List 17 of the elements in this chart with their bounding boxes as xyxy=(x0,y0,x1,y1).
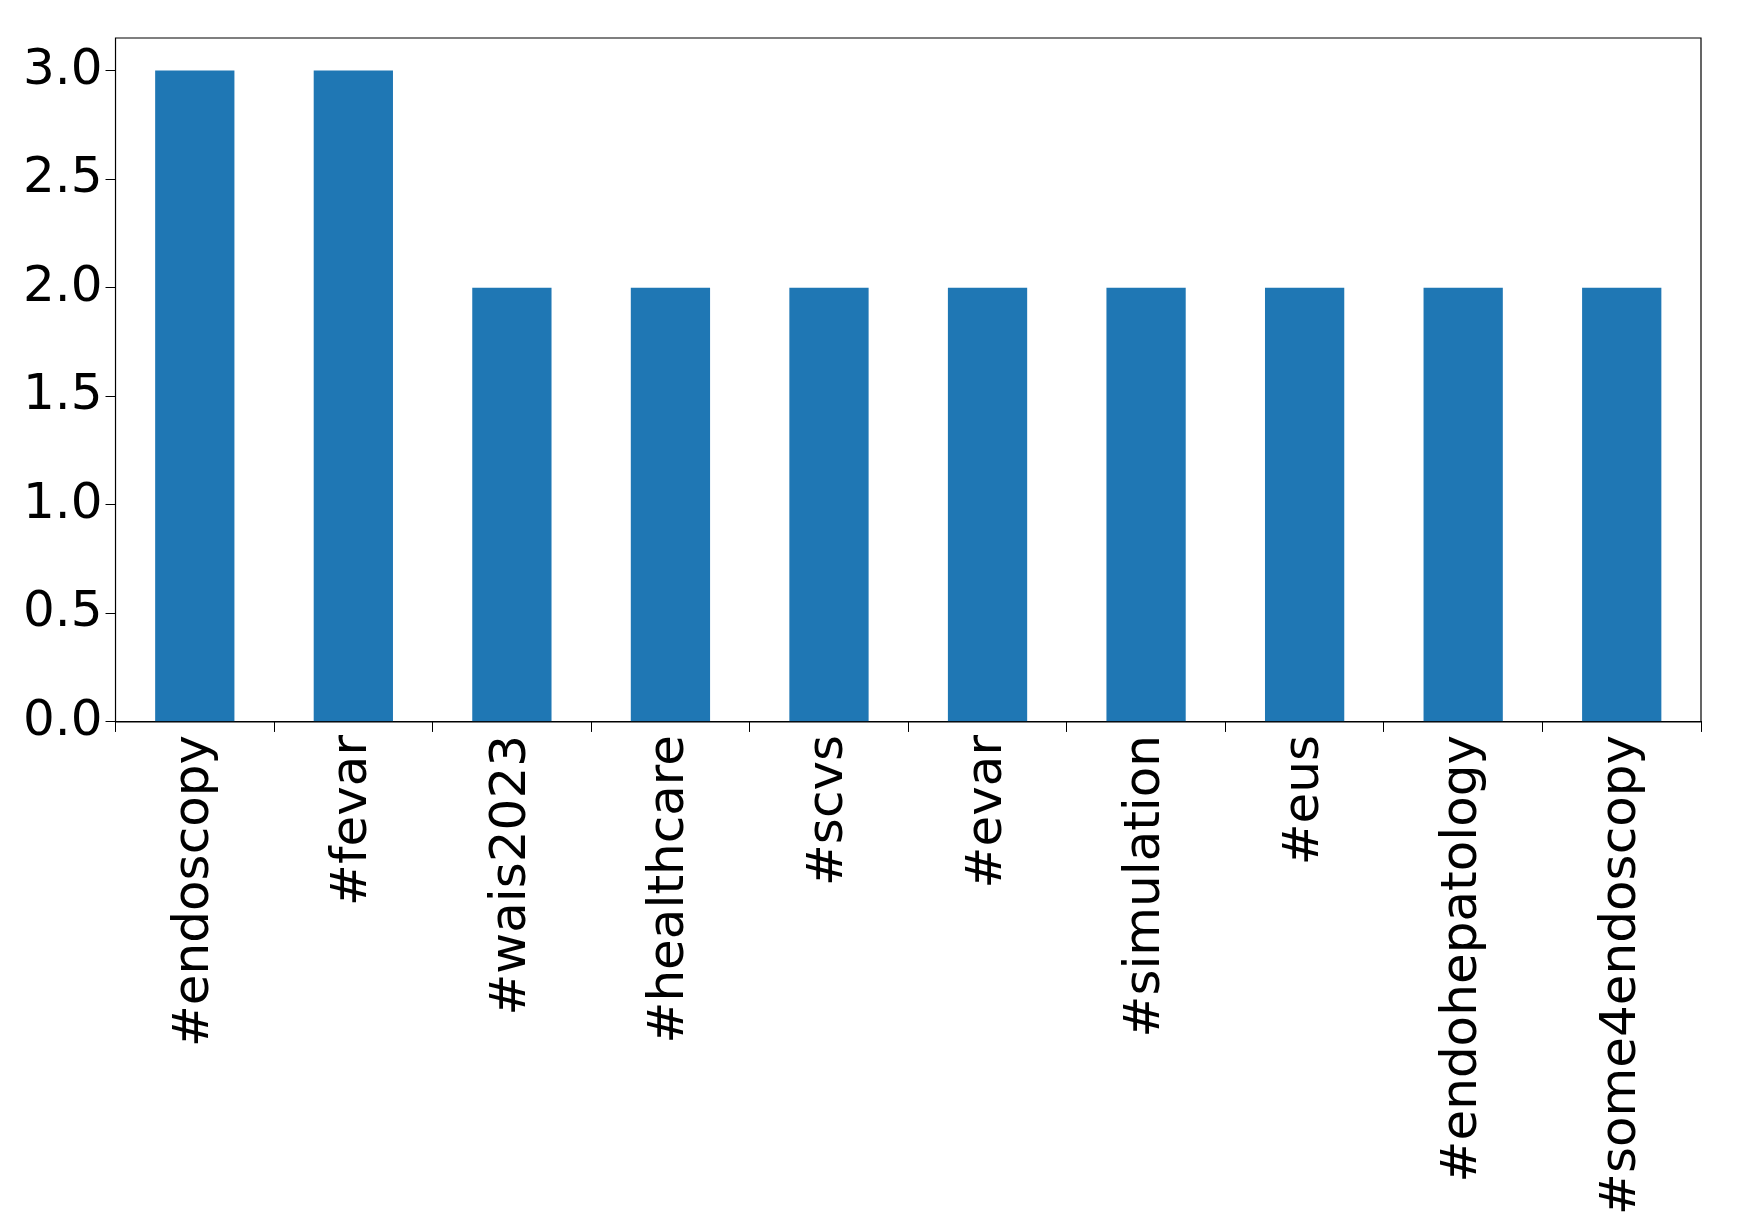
y-tick-label: 0.5 xyxy=(22,580,103,639)
x-tick-label: #endoscopy xyxy=(161,734,220,1048)
x-tick-label: #healthcare xyxy=(637,734,696,1044)
y-tick-label: 3.0 xyxy=(22,37,103,96)
x-tick-label: #wais2023 xyxy=(478,734,537,1016)
y-tick-label: 2.0 xyxy=(22,254,103,313)
x-tick-label: #evar xyxy=(954,734,1013,889)
y-tick-label: 1.5 xyxy=(22,363,103,422)
x-tick-label: #endohepatology xyxy=(1430,734,1489,1183)
x-tick-label: #eus xyxy=(1271,734,1330,866)
x-tick-label: #simulation xyxy=(1113,734,1172,1038)
y-tick-label: 2.5 xyxy=(22,146,103,205)
y-tick-label: 1.0 xyxy=(22,471,103,530)
x-tick-label: #some4endoscopy xyxy=(1588,734,1647,1216)
y-tick-label: 0.0 xyxy=(22,688,103,747)
x-tick-label: #scvs xyxy=(795,734,854,887)
x-tick-label: #fevar xyxy=(320,734,379,906)
